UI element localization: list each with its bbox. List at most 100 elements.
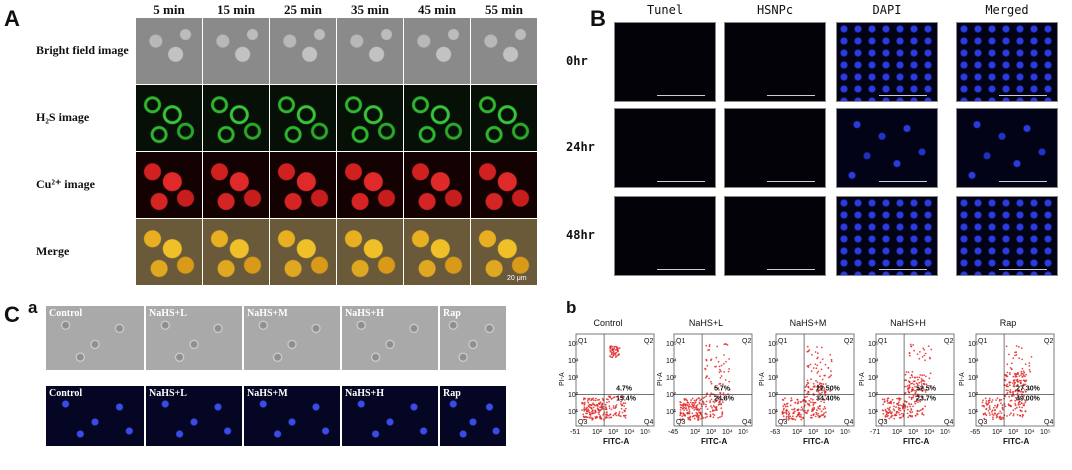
panel-c-group-label: Rap — [443, 388, 461, 399]
flow-event-point — [583, 404, 586, 406]
flow-event-point — [680, 418, 683, 421]
flow-event-point — [697, 409, 700, 411]
flow-event-point — [830, 370, 832, 373]
flow-event-point — [717, 395, 720, 398]
flow-event-point — [908, 381, 911, 383]
flow-q3-label: Q3 — [878, 419, 887, 426]
panel-c-sub-a-label: a — [28, 298, 38, 317]
flow-event-point — [586, 400, 589, 402]
flow-y-axis-label: PI-A — [657, 372, 664, 386]
flow-q1-label: Q1 — [676, 338, 685, 345]
flow-event-point — [915, 400, 918, 403]
flow-event-point — [797, 409, 799, 412]
flow-event-point — [614, 354, 617, 356]
flow-event-point — [600, 404, 603, 406]
flow-event-point — [822, 383, 825, 385]
flow-q4-label: Q4 — [1044, 419, 1053, 426]
flow-event-point — [819, 382, 821, 384]
flow-event-point — [1021, 415, 1024, 418]
flow-event-point — [907, 390, 910, 392]
flow-x-min: -71 — [870, 429, 880, 436]
flow-event-point — [1022, 404, 1025, 406]
flow-event-point — [812, 398, 814, 401]
flow-event-point — [583, 416, 586, 419]
flow-event-point — [797, 414, 799, 417]
flow-event-point — [589, 417, 592, 419]
flow-event-point — [813, 413, 815, 415]
flow-event-point — [706, 364, 709, 367]
flow-event-point — [724, 343, 727, 345]
flow-y-tick: 10³ — [568, 375, 579, 382]
flow-event-point — [913, 349, 915, 352]
flow-event-point — [907, 416, 910, 419]
flow-event-point — [1015, 351, 1018, 354]
panel-a-image-cell — [136, 85, 202, 151]
flow-event-point — [591, 412, 594, 415]
panel-a-image-cell — [270, 18, 336, 84]
flow-event-point — [1001, 404, 1004, 406]
flow-event-point — [904, 407, 907, 409]
flow-event-point — [1017, 373, 1019, 376]
flow-event-point — [910, 374, 913, 377]
flow-x-axis-label: FITC-A — [603, 437, 629, 446]
flow-event-point — [710, 380, 712, 383]
flow-event-point — [800, 418, 803, 421]
panel-c-label: C — [4, 302, 20, 327]
flow-event-point — [608, 414, 610, 417]
flow-event-point — [806, 392, 809, 395]
flow-event-point — [606, 416, 608, 419]
flow-event-point — [899, 416, 902, 419]
flow-event-point — [804, 409, 806, 412]
panel-a-image-cell — [270, 219, 336, 285]
flow-event-point — [988, 397, 991, 400]
flow-event-point — [1006, 363, 1009, 366]
flow-x-tick: 10³ — [706, 429, 717, 436]
flow-event-point — [1017, 403, 1020, 406]
flow-event-point — [782, 399, 785, 401]
panel-c-dapi-cell: NaHS+M — [244, 386, 340, 446]
flow-event-point — [594, 411, 596, 414]
flow-event-point — [1015, 373, 1018, 375]
flow-event-point — [1022, 375, 1024, 378]
flow-event-point — [1020, 402, 1023, 404]
flow-event-point — [999, 410, 1001, 413]
flow-event-point — [1013, 383, 1015, 386]
flow-event-point — [722, 392, 725, 394]
flow-y-tick: 10² — [968, 392, 979, 399]
flow-event-point — [596, 416, 599, 419]
flow-event-point — [696, 409, 699, 411]
flow-event-point — [924, 398, 927, 401]
flow-event-point — [702, 401, 705, 404]
flow-event-point — [920, 381, 922, 383]
flow-event-point — [624, 407, 627, 410]
flow-event-point — [820, 346, 823, 349]
flow-q4-percent: 34.40% — [816, 396, 841, 403]
flow-event-point — [908, 352, 911, 354]
flow-x-tick: 10² — [792, 429, 803, 436]
flow-event-point — [822, 398, 825, 401]
panel-b-label: B — [590, 6, 606, 31]
panel-a-image-cell — [337, 85, 403, 151]
flow-event-point — [806, 395, 808, 398]
flow-event-point — [813, 401, 816, 404]
flow-event-point — [1015, 375, 1017, 377]
flow-event-point — [704, 368, 707, 371]
panel-a-image-cell — [471, 85, 537, 151]
flow-event-point — [810, 416, 812, 419]
flow-event-point — [912, 394, 915, 397]
flow-event-point — [679, 414, 682, 417]
flow-event-point — [800, 416, 803, 419]
flow-event-point — [1015, 345, 1018, 347]
flow-event-point — [881, 418, 884, 421]
flow-event-point — [910, 345, 913, 348]
flow-y-axis-label: PI-A — [559, 372, 566, 386]
flow-event-point — [785, 410, 788, 413]
flow-event-point — [720, 375, 723, 377]
flow-event-point — [829, 389, 832, 391]
panel-b-image-cell — [724, 22, 826, 102]
panel-c-group-label: NaHS+H — [345, 388, 385, 399]
panel-b-image-cell — [836, 108, 938, 188]
panel-b-image-cell — [956, 108, 1058, 188]
flow-y-tick: 10³ — [868, 375, 879, 382]
flow-event-point — [921, 356, 924, 358]
